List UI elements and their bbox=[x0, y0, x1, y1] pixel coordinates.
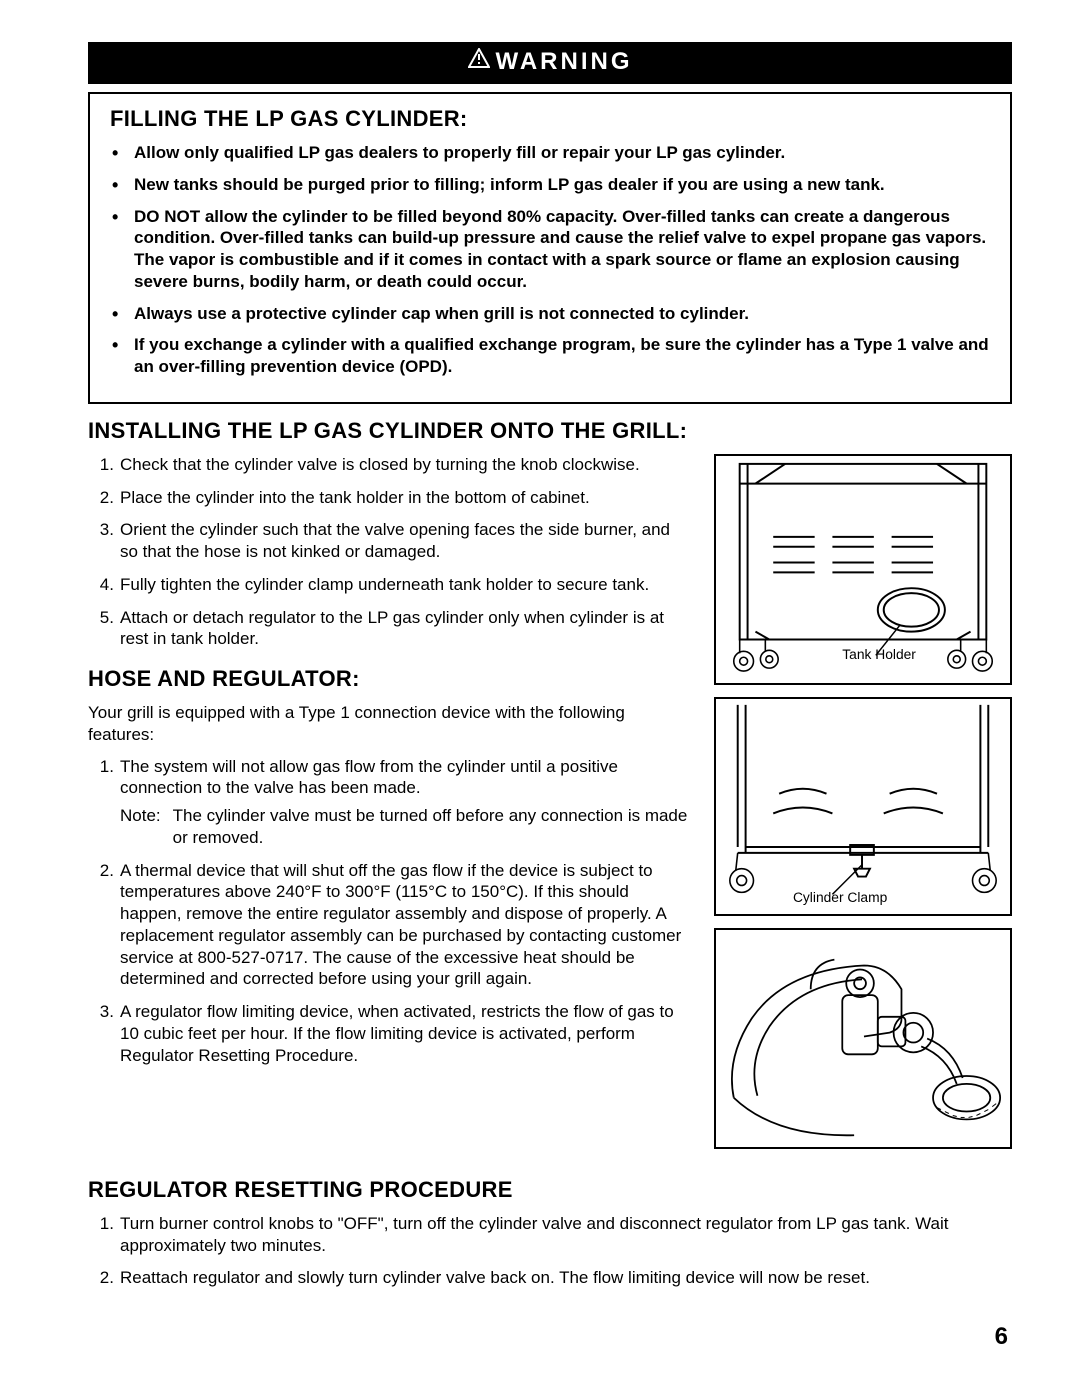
hose-note-label: Note: bbox=[120, 805, 161, 849]
hose-title: HOSE AND REGULATOR: bbox=[88, 666, 690, 692]
reset-title: REGULATOR RESETTING PROCEDURE bbox=[88, 1177, 1012, 1203]
hose-item: A regulator flow limiting device, when a… bbox=[120, 1001, 690, 1066]
hose-list: The system will not allow gas flow from … bbox=[88, 756, 690, 1067]
right-column: Tank Holder bbox=[714, 454, 1012, 1161]
manual-page: WARNING FILLING THE LP GAS CYLINDER: All… bbox=[0, 0, 1080, 1340]
page-number: 6 bbox=[995, 1323, 1008, 1351]
filling-section: FILLING THE LP GAS CYLINDER: Allow only … bbox=[88, 92, 1012, 404]
regulator-icon bbox=[716, 930, 1010, 1147]
hose-intro: Your grill is equipped with a Type 1 con… bbox=[88, 702, 690, 746]
tank-holder-icon: Tank Holder bbox=[716, 456, 1010, 683]
warning-label: WARNING bbox=[496, 48, 633, 75]
installing-step: Fully tighten the cylinder clamp underne… bbox=[120, 574, 690, 596]
installing-step: Check that the cylinder valve is closed … bbox=[120, 454, 690, 476]
filling-item: Allow only qualified LP gas dealers to p… bbox=[134, 142, 990, 164]
cylinder-clamp-icon: Cylinder Clamp bbox=[716, 699, 1010, 914]
figure-regulator bbox=[714, 928, 1012, 1149]
filling-title: FILLING THE LP GAS CYLINDER: bbox=[110, 106, 990, 132]
hose-item: A thermal device that will shut off the … bbox=[120, 860, 690, 991]
filling-item: DO NOT allow the cylinder to be filled b… bbox=[134, 206, 990, 293]
filling-item: If you exchange a cylinder with a qualif… bbox=[134, 334, 990, 378]
installing-steps: Check that the cylinder valve is closed … bbox=[88, 454, 690, 650]
warning-triangle-icon bbox=[468, 47, 490, 75]
reset-steps: Turn burner control knobs to "OFF", turn… bbox=[88, 1213, 1012, 1289]
figure-cylinder-clamp: Cylinder Clamp bbox=[714, 697, 1012, 916]
left-column: Check that the cylinder valve is closed … bbox=[88, 454, 690, 1161]
reset-step: Turn burner control knobs to "OFF", turn… bbox=[120, 1213, 1012, 1257]
installing-step: Attach or detach regulator to the LP gas… bbox=[120, 607, 690, 651]
filling-item: New tanks should be purged prior to fill… bbox=[134, 174, 990, 196]
reset-step: Reattach regulator and slowly turn cylin… bbox=[120, 1267, 1012, 1289]
tank-holder-label: Tank Holder bbox=[842, 646, 916, 662]
installing-title: INSTALLING THE LP GAS CYLINDER ONTO THE … bbox=[88, 418, 1012, 444]
hose-note-text: The cylinder valve must be turned off be… bbox=[173, 805, 690, 849]
two-column-layout: Check that the cylinder valve is closed … bbox=[88, 454, 1012, 1161]
hose-item: The system will not allow gas flow from … bbox=[120, 756, 690, 849]
cylinder-clamp-label: Cylinder Clamp bbox=[793, 889, 888, 905]
installing-step: Orient the cylinder such that the valve … bbox=[120, 519, 690, 563]
figure-tank-holder: Tank Holder bbox=[714, 454, 1012, 685]
hose-item-text: The system will not allow gas flow from … bbox=[120, 757, 618, 798]
filling-item: Always use a protective cylinder cap whe… bbox=[134, 303, 990, 325]
filling-list: Allow only qualified LP gas dealers to p… bbox=[110, 142, 990, 378]
warning-banner: WARNING bbox=[88, 42, 1012, 84]
installing-step: Place the cylinder into the tank holder … bbox=[120, 487, 690, 509]
hose-note: Note: The cylinder valve must be turned … bbox=[120, 805, 690, 849]
